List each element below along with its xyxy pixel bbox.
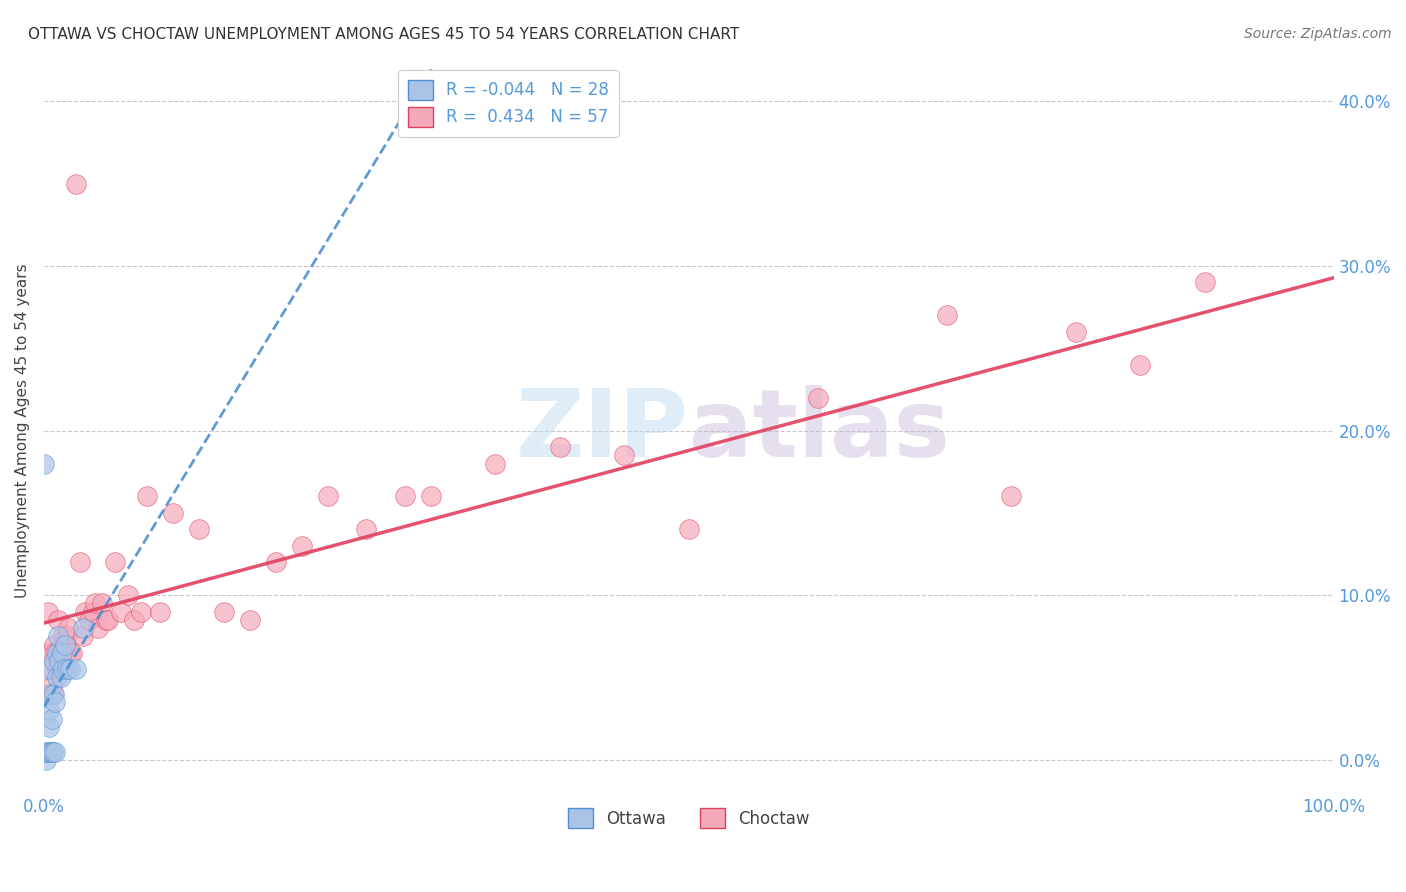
Point	[39, 687, 62, 701]
Point	[38, 646, 60, 660]
Point	[56, 662, 79, 676]
Point	[52, 629, 75, 643]
Point	[69, 555, 91, 569]
Point	[65, 177, 87, 191]
Point	[49, 646, 72, 660]
Point	[117, 588, 139, 602]
Point	[44, 654, 66, 668]
Point	[44, 745, 66, 759]
Point	[75, 605, 97, 619]
Point	[56, 629, 79, 643]
Point	[38, 703, 60, 717]
Point	[41, 745, 63, 759]
Point	[52, 662, 75, 676]
Text: Source: ZipAtlas.com: Source: ZipAtlas.com	[1244, 27, 1392, 41]
Point	[214, 605, 236, 619]
Point	[44, 695, 66, 709]
Legend: Ottawa, Choctaw: Ottawa, Choctaw	[561, 801, 815, 835]
Point	[84, 596, 107, 610]
Text: ZIP: ZIP	[516, 384, 689, 476]
Point	[122, 613, 145, 627]
Point	[264, 555, 287, 569]
Point	[149, 605, 172, 619]
Point	[72, 629, 94, 643]
Point	[41, 679, 63, 693]
Point	[58, 621, 80, 635]
Point	[136, 490, 159, 504]
Point	[90, 596, 112, 610]
Point	[35, 753, 58, 767]
Point	[82, 605, 104, 619]
Point	[94, 613, 117, 627]
Point	[53, 638, 76, 652]
Point	[44, 646, 66, 660]
Point	[678, 522, 700, 536]
Point	[484, 457, 506, 471]
Point	[129, 605, 152, 619]
Point	[39, 662, 62, 676]
Point	[356, 522, 378, 536]
Point	[187, 522, 209, 536]
Point	[37, 745, 59, 759]
Point	[53, 646, 76, 660]
Point	[38, 720, 60, 734]
Point	[77, 613, 100, 627]
Point	[291, 539, 314, 553]
Text: atlas: atlas	[689, 384, 950, 476]
Point	[60, 646, 83, 660]
Point	[37, 662, 59, 676]
Point	[44, 687, 66, 701]
Point	[613, 448, 636, 462]
Point	[41, 712, 63, 726]
Point	[394, 490, 416, 504]
Point	[104, 555, 127, 569]
Point	[45, 662, 67, 676]
Point	[419, 490, 441, 504]
Point	[162, 506, 184, 520]
Point	[548, 440, 571, 454]
Point	[44, 638, 66, 652]
Point	[87, 621, 110, 635]
Point	[39, 745, 62, 759]
Point	[316, 490, 339, 504]
Y-axis label: Unemployment Among Ages 45 to 54 years: Unemployment Among Ages 45 to 54 years	[15, 263, 30, 598]
Point	[1194, 276, 1216, 290]
Point	[42, 745, 65, 759]
Point	[59, 646, 82, 660]
Point	[65, 662, 87, 676]
Point	[807, 391, 830, 405]
Point	[935, 309, 957, 323]
Point	[45, 646, 67, 660]
Point	[42, 687, 65, 701]
Point	[1129, 358, 1152, 372]
Point	[110, 605, 132, 619]
Point	[46, 613, 69, 627]
Point	[1000, 490, 1022, 504]
Point	[49, 670, 72, 684]
Point	[72, 621, 94, 635]
Point	[51, 646, 73, 660]
Point	[59, 662, 82, 676]
Text: OTTAWA VS CHOCTAW UNEMPLOYMENT AMONG AGES 45 TO 54 YEARS CORRELATION CHART: OTTAWA VS CHOCTAW UNEMPLOYMENT AMONG AGE…	[28, 27, 740, 42]
Point	[48, 654, 70, 668]
Point	[46, 629, 69, 643]
Point	[51, 662, 73, 676]
Point	[45, 670, 67, 684]
Point	[55, 638, 77, 652]
Point	[32, 457, 55, 471]
Point	[239, 613, 262, 627]
Point	[48, 654, 70, 668]
Point	[37, 605, 59, 619]
Point	[97, 613, 120, 627]
Point	[35, 745, 58, 759]
Point	[1064, 325, 1087, 339]
